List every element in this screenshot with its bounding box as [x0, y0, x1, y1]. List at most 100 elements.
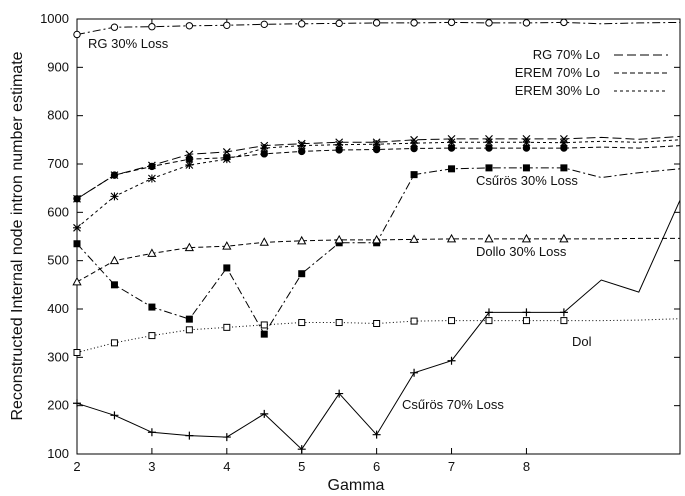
- y-tick-label: 600: [47, 204, 69, 219]
- dot-marker: [110, 171, 119, 179]
- triangle-marker: [521, 233, 532, 243]
- square-open-marker: [448, 317, 456, 325]
- dot-marker: [148, 162, 156, 171]
- star-marker: [73, 223, 81, 232]
- x-tick-label: 4: [223, 459, 230, 474]
- square-open-marker: [522, 317, 530, 325]
- plus-marker: [522, 308, 531, 317]
- series-line: [76, 318, 681, 353]
- y-tick-label: 800: [47, 108, 69, 123]
- square-filled-marker: [448, 165, 456, 173]
- plus-marker: [335, 389, 344, 398]
- triangle-marker: [334, 234, 344, 244]
- circle-marker: [335, 19, 343, 28]
- y-tick-label: 500: [47, 253, 69, 268]
- star-marker: [185, 160, 194, 169]
- x-marker: [222, 147, 231, 156]
- plus-marker: [559, 308, 568, 317]
- square-open-marker: [73, 349, 81, 356]
- plus-marker: [297, 445, 306, 454]
- triangle-marker: [184, 242, 195, 252]
- x-tick-label: 3: [148, 459, 155, 474]
- plus-marker: [185, 431, 194, 440]
- plus-marker: [260, 409, 269, 418]
- star-marker: [522, 138, 531, 147]
- annotation-label: Dollo 30% Loss: [476, 244, 567, 259]
- plus-marker: [73, 399, 81, 408]
- y-tick-label: 900: [47, 59, 69, 74]
- plus-marker: [447, 356, 456, 365]
- x-tick-label: 2: [73, 459, 80, 474]
- triangle-marker: [409, 234, 419, 243]
- triangle-marker: [259, 237, 269, 246]
- star-marker: [447, 138, 456, 147]
- star-marker: [222, 155, 231, 164]
- series-cs-r-s-30-loss: [73, 164, 681, 338]
- x-tick-label: 8: [523, 459, 530, 474]
- series-dollo-30-loss: [72, 233, 680, 286]
- circle-marker: [560, 18, 568, 27]
- x-tick-label: 7: [448, 459, 455, 474]
- square-filled-marker: [73, 240, 81, 248]
- series-erem-30-lo: [73, 138, 681, 232]
- series-line: [76, 145, 681, 200]
- triangle-marker: [222, 241, 232, 250]
- star-marker: [372, 140, 381, 149]
- square-open-marker: [148, 332, 156, 340]
- triangle-marker: [147, 248, 157, 257]
- series-line: [76, 139, 681, 229]
- plot-frame: [76, 18, 681, 455]
- y-tick-label: 1000: [40, 11, 69, 26]
- series-rg-30-loss: [73, 18, 681, 39]
- square-open-marker: [373, 320, 381, 327]
- series-dol: [73, 317, 681, 356]
- square-filled-marker: [223, 264, 231, 272]
- triangle-marker: [559, 233, 569, 243]
- star-marker: [484, 138, 493, 147]
- square-open-marker: [410, 317, 418, 325]
- star-marker: [559, 138, 568, 147]
- square-filled-marker: [298, 270, 306, 278]
- x-axis-label: Gamma: [328, 477, 385, 494]
- plus-marker: [410, 368, 419, 377]
- legend-label: RG 70% Lo: [533, 47, 600, 62]
- circle-marker: [73, 30, 81, 39]
- circle-marker: [447, 18, 456, 27]
- plus-marker: [484, 308, 493, 317]
- y-tick-label: 400: [47, 301, 69, 316]
- square-filled-marker: [185, 315, 193, 323]
- star-marker: [147, 174, 156, 183]
- plus-marker: [372, 430, 381, 439]
- plus-marker: [110, 411, 119, 420]
- square-filled-marker: [522, 164, 530, 172]
- triangle-marker: [484, 233, 494, 243]
- y-axis-label: Reconstructed Internal node intron numbe…: [9, 51, 26, 420]
- square-open-marker: [223, 323, 231, 331]
- triangle-marker: [446, 233, 457, 243]
- square-open-marker: [335, 319, 343, 327]
- y-tick-label: 200: [47, 398, 69, 413]
- square-filled-marker: [148, 303, 156, 311]
- square-filled-marker: [560, 164, 568, 172]
- square-open-marker: [560, 317, 568, 325]
- square-filled-marker: [410, 171, 418, 179]
- square-open-marker: [260, 321, 268, 329]
- triangle-marker: [371, 234, 382, 244]
- square-filled-marker: [110, 281, 118, 289]
- square-open-marker: [485, 317, 493, 325]
- circle-marker: [485, 19, 493, 27]
- plus-marker: [222, 433, 231, 442]
- y-tick-label: 300: [47, 349, 69, 364]
- triangle-marker: [109, 255, 120, 265]
- circle-marker: [372, 19, 381, 27]
- square-open-marker: [298, 319, 306, 327]
- star-marker: [260, 144, 269, 153]
- circle-marker: [148, 23, 156, 31]
- y-tick-label: 700: [47, 156, 69, 171]
- star-marker: [110, 192, 119, 201]
- triangle-marker: [297, 235, 307, 245]
- square-filled-marker: [485, 164, 493, 172]
- star-marker: [335, 140, 344, 149]
- circle-marker: [410, 19, 418, 27]
- annotation-label: Dol: [572, 334, 592, 349]
